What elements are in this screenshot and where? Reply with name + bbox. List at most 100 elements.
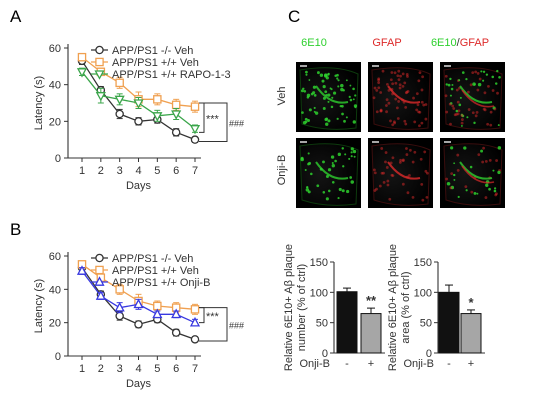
data-point [189, 125, 201, 135]
data-point [76, 68, 88, 78]
gfap-signal [395, 106, 399, 110]
gfap-signal [418, 124, 421, 128]
gfap-signal [378, 184, 382, 188]
gfap-signal [373, 168, 376, 172]
y-axis-label-line: Relative 6E10+ Aβ plaque [283, 244, 295, 371]
data-point [171, 308, 182, 319]
legend-entry: APP/PS1 +/+ Veh [112, 57, 199, 69]
gfap-signal [384, 160, 387, 164]
plaque-dot [308, 161, 312, 165]
gfap-signal [389, 119, 392, 123]
gfap-signal [456, 153, 460, 157]
legend-marker [95, 253, 104, 263]
gfap-signal [471, 111, 475, 115]
category-label: + [368, 358, 374, 370]
y-axis-label: Latency (s) [33, 279, 45, 333]
gfap-signal [448, 102, 452, 106]
data-point [190, 135, 200, 144]
gfap-signal [495, 159, 498, 162]
category-label: - [345, 358, 349, 370]
plaque-dot [496, 69, 499, 73]
gfap-signal [493, 107, 497, 111]
plaque-dot [334, 74, 337, 78]
legend-entry: APP/PS1 +/+ Onji-B [112, 277, 210, 289]
gfap-signal [420, 121, 424, 125]
x-tick-label: 1 [79, 363, 85, 375]
hippocampus-signal [459, 85, 493, 104]
plaque-dot [323, 73, 328, 77]
plaque-dot [306, 118, 310, 122]
gfap-signal [385, 110, 388, 114]
gfap-signal [380, 147, 384, 150]
data-point [115, 78, 124, 88]
gfap-signal [401, 72, 405, 76]
hippocampus-signal [387, 161, 421, 180]
data-point [95, 92, 106, 102]
data-point [114, 95, 125, 106]
plaque-dot [305, 188, 310, 192]
gfap-signal [391, 82, 395, 86]
plaque-dot [310, 172, 313, 176]
gfap-signal [421, 198, 425, 202]
gfap-signal [415, 92, 419, 96]
plaque-dot [450, 87, 454, 91]
y-tick-label: 0 [55, 351, 61, 363]
gfap-signal [401, 182, 405, 186]
gfap-signal [422, 103, 426, 107]
gfap-signal [450, 172, 454, 176]
gfap-signal [420, 88, 424, 92]
gfap-signal [396, 74, 400, 78]
y-tick-label: 20 [49, 318, 61, 330]
gfap-signal [474, 70, 478, 74]
gfap-signal [386, 179, 390, 183]
legend-marker [94, 276, 105, 286]
gfap-signal [460, 114, 464, 117]
gfap-signal [481, 160, 485, 164]
significance-label: * [468, 295, 474, 310]
plaque-dot [342, 165, 345, 168]
gfap-signal [404, 105, 408, 109]
plaque-dot [330, 105, 334, 109]
x-tick-label: 6 [173, 363, 179, 375]
gfap-signal [379, 108, 383, 112]
plaque-dot [473, 83, 476, 86]
gfap-signal [406, 191, 410, 195]
plaque-dot [300, 89, 304, 93]
gfap-signal [483, 91, 487, 95]
plaque-dot [325, 122, 329, 126]
plaque-dot [480, 149, 483, 153]
gfap-signal [405, 153, 409, 156]
plaque-dot [305, 120, 308, 124]
plaque-dot [337, 79, 340, 82]
gfap-signal [413, 150, 417, 154]
gfap-signal [382, 180, 386, 184]
gfap-signal [390, 71, 394, 74]
panel-b-label: B [10, 220, 21, 239]
legend-entry: APP/PS1 -/- Veh [112, 253, 193, 265]
gfap-signal [423, 150, 427, 154]
x-tick-label: 4 [135, 165, 141, 177]
plaque-dot [300, 157, 304, 162]
plaque-dot [341, 147, 344, 150]
chart-a: 0 20 40 60 1 2 3 4 5 6 7 Days Latency (s) APP/PS1 -/-… [33, 43, 244, 192]
plaque-dot [352, 98, 355, 101]
micrograph-veh-gfap [368, 62, 433, 132]
gfap-signal [411, 160, 415, 164]
gfap-signal [418, 71, 422, 74]
plaque-dot [465, 78, 468, 81]
y-axis-label: Relative 6E10+ Aβ plaquearea (% of ctrl) [387, 244, 412, 371]
hippocampus-signal [315, 85, 349, 104]
plaque-dot [350, 147, 354, 151]
plaque-dot [339, 105, 342, 108]
gfap-signal [456, 169, 460, 172]
y-tick-label: 50 [420, 318, 432, 330]
plaque-dot [322, 191, 326, 194]
legend-marker [94, 70, 105, 80]
header-merge-slash: / [457, 37, 461, 49]
gfap-signal [424, 103, 428, 106]
plaque-dot [337, 85, 340, 88]
plaque-dot [476, 192, 479, 195]
gfap-signal [408, 148, 412, 152]
